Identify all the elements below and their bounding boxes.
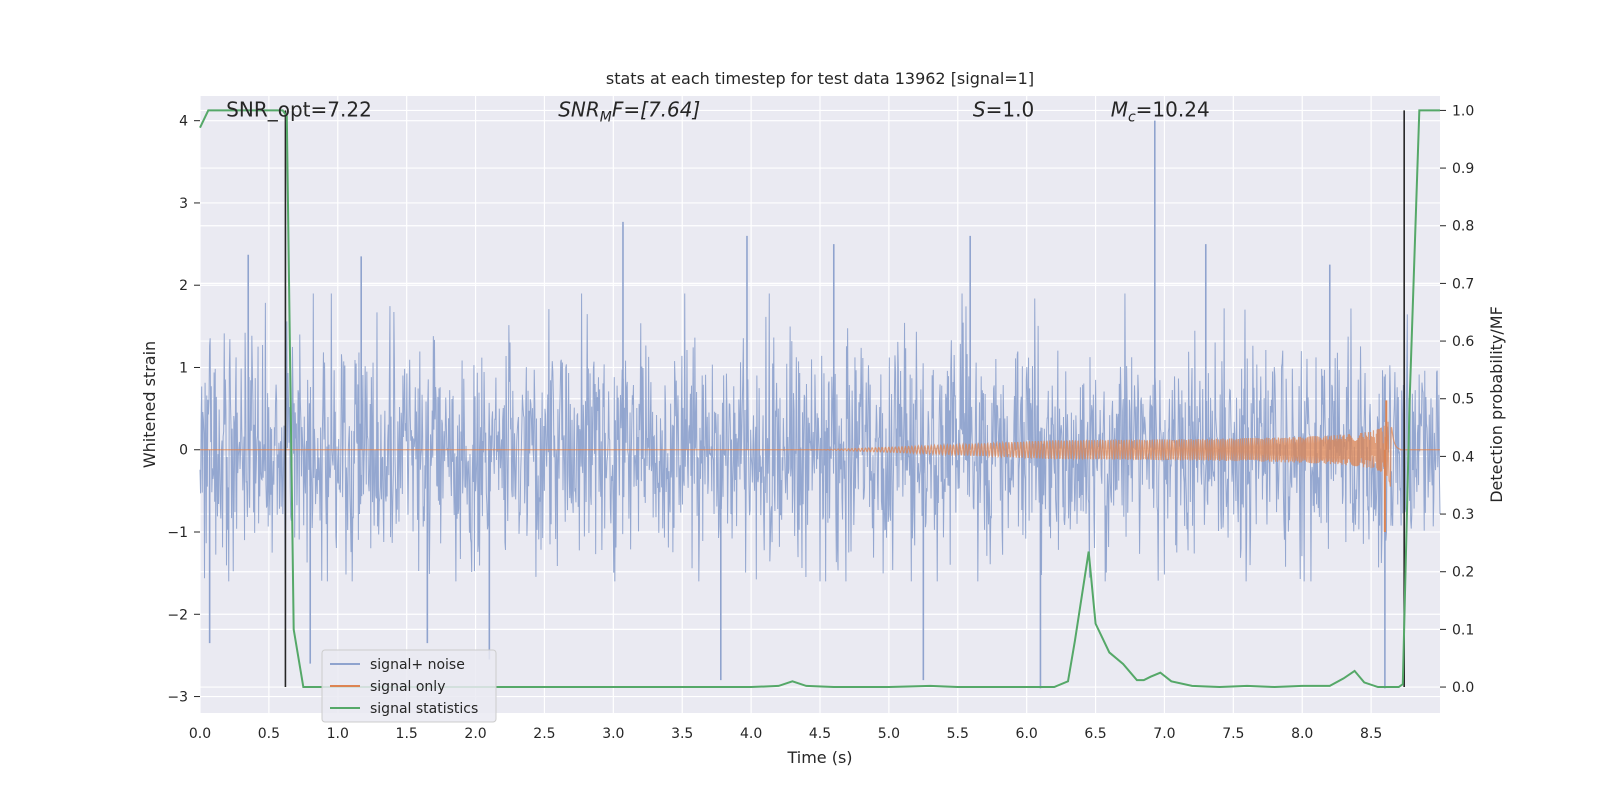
x-tick-label: 7.5 [1222, 726, 1244, 742]
right-y-axis-label: Detection probability/MF [1487, 306, 1506, 503]
chart-title: stats at each timestep for test data 139… [606, 69, 1034, 88]
right-y-tick-label: 0.1 [1452, 622, 1474, 638]
annotation-mc-base: M [1111, 98, 1128, 122]
right-y-tick-label: 0.4 [1452, 449, 1474, 465]
left-y-axis-ticks: −3 −2 −1 0 1 2 3 4 [167, 114, 200, 706]
annotation-snr-mf-base: SNR [558, 98, 600, 122]
right-y-tick-label: 0.9 [1452, 161, 1474, 177]
right-y-tick-label: 0.2 [1452, 565, 1474, 581]
x-tick-label: 8.0 [1291, 726, 1313, 742]
x-tick-label: 0.5 [258, 726, 280, 742]
legend-label-signal-statistics: signal statistics [370, 701, 478, 717]
right-y-tick-label: 0.5 [1452, 392, 1474, 408]
x-tick-label: 1.5 [396, 726, 418, 742]
left-y-tick-label: 0 [179, 443, 188, 459]
right-y-tick-label: 0.8 [1452, 219, 1474, 235]
x-tick-label: 3.0 [602, 726, 624, 742]
x-tick-label: 6.0 [1016, 726, 1038, 742]
x-tick-label: 8.5 [1360, 726, 1382, 742]
annotation-s-base: S [973, 98, 986, 122]
right-y-tick-label: 0.0 [1452, 680, 1474, 696]
x-tick-label: 2.0 [464, 726, 486, 742]
x-tick-label: 5.0 [878, 726, 900, 742]
x-tick-label: 2.5 [533, 726, 555, 742]
x-tick-label: 5.5 [947, 726, 969, 742]
statistics-trace [199, 109, 1440, 689]
left-y-tick-label: −2 [167, 607, 188, 623]
x-axis-ticks: 0.0 0.5 1.0 1.5 2.0 2.5 3.0 3.5 4.0 4.5 5.0 5.5 6.0 6… [189, 726, 1382, 742]
x-tick-label: 6.5 [1084, 726, 1106, 742]
x-tick-label: 4.5 [809, 726, 831, 742]
annotation-mc-sub: c [1128, 110, 1136, 126]
legend-label-signal-only: signal only [370, 679, 445, 695]
right-y-tick-label: 1.0 [1452, 103, 1474, 119]
left-y-tick-label: 2 [179, 278, 188, 294]
left-y-tick-label: −3 [167, 690, 188, 706]
legend-label-signal-plus-noise: signal+ noise [370, 657, 465, 673]
right-y-axis-ticks: 0.0 0.1 0.2 0.3 0.4 0.5 0.6 0.7 0.8 0.9 1.0 [1440, 103, 1474, 696]
annotation-s-tail: =1.0 [986, 98, 1035, 122]
legend-box [321, 649, 497, 723]
series-signal-only [200, 400, 1440, 533]
annotation-mc-value: Mc=10.24 [1111, 98, 1210, 126]
annotation-snr-mf-sub: M [600, 110, 612, 126]
left-y-tick-label: 3 [179, 196, 188, 212]
x-tick-label: 0.0 [189, 726, 211, 742]
x-axis-label: Time (s) [786, 748, 852, 767]
legend: signal+ noise signal only signal statist… [321, 649, 497, 723]
left-y-tick-label: −1 [167, 525, 188, 541]
x-tick-label: 7.0 [1153, 726, 1175, 742]
left-y-axis-label: Whitened strain [140, 341, 159, 468]
annotation-snr-mf-tail: F=[7.64] [612, 98, 700, 122]
left-y-tick-label: 1 [179, 360, 188, 376]
x-tick-label: 3.5 [671, 726, 693, 742]
annotation-s-value: S=1.0 [973, 98, 1034, 122]
annotation-mc-tail: =10.24 [1136, 98, 1210, 122]
x-tick-label: 1.0 [327, 726, 349, 742]
series-signal-statistics [199, 109, 1440, 689]
right-y-tick-label: 0.6 [1452, 334, 1474, 350]
annotation-snr-mf: SNRMF=[7.64] [558, 98, 700, 126]
annotation-snr-opt: SNR_opt=7.22 [226, 98, 372, 122]
signal-trace [200, 421, 1440, 487]
left-y-tick-label: 4 [179, 114, 188, 130]
x-tick-label: 4.0 [740, 726, 762, 742]
right-y-tick-label: 0.3 [1452, 507, 1474, 523]
right-y-tick-label: 0.7 [1452, 276, 1474, 292]
